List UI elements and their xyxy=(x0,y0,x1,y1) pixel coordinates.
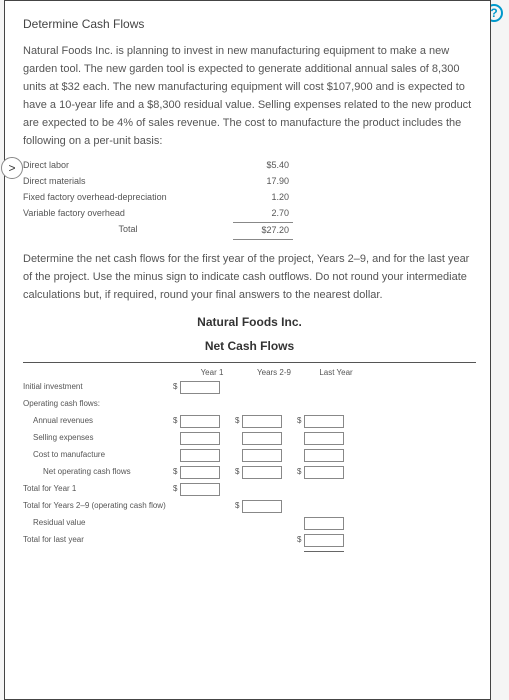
cost-label: Direct materials xyxy=(23,174,233,190)
row-label: Net operating cash flows xyxy=(23,466,173,478)
row-label: Initial investment xyxy=(23,381,173,393)
row-total-year1: Total for Year 1 $ xyxy=(23,481,476,498)
input-initial-y1[interactable] xyxy=(180,381,220,394)
page-title: Determine Cash Flows xyxy=(23,15,476,34)
row-total-last-year: Total for last year $ xyxy=(23,532,476,549)
cost-value: $5.40 xyxy=(233,158,293,174)
input-sell-y1[interactable] xyxy=(180,432,220,445)
unit-cost-table: Direct labor $5.40 Direct materials 17.9… xyxy=(23,158,476,240)
input-sell-y29[interactable] xyxy=(242,432,282,445)
input-residual[interactable] xyxy=(304,517,344,530)
col-year1: Year 1 xyxy=(181,367,243,379)
report-title: Net Cash Flows xyxy=(23,337,476,356)
next-chevron-button[interactable]: > xyxy=(1,157,23,179)
row-label: Residual value xyxy=(23,517,173,529)
row-operating-header: Operating cash flows: xyxy=(23,396,476,412)
cost-value: 1.20 xyxy=(233,190,293,206)
input-sell-last[interactable] xyxy=(304,432,344,445)
cost-value: 2.70 xyxy=(233,206,293,222)
content-frame: > Determine Cash Flows Natural Foods Inc… xyxy=(4,0,491,700)
row-initial-investment: Initial investment $ xyxy=(23,379,476,396)
input-cost-y1[interactable] xyxy=(180,449,220,462)
total-underline xyxy=(304,551,344,564)
problem-paragraph-1: Natural Foods Inc. is planning to invest… xyxy=(23,42,476,151)
row-underline xyxy=(23,549,476,566)
row-label: Total for Years 2–9 (operating cash flow… xyxy=(23,500,235,512)
input-rev-y29[interactable] xyxy=(242,415,282,428)
input-total-y29[interactable] xyxy=(242,500,282,513)
row-residual-value: Residual value xyxy=(23,515,476,532)
cost-value: 17.90 xyxy=(233,174,293,190)
input-cost-y29[interactable] xyxy=(242,449,282,462)
cost-label: Direct labor xyxy=(23,158,233,174)
cost-label: Variable factory overhead xyxy=(23,206,233,222)
row-label: Total for last year xyxy=(23,534,173,546)
input-netop-y29[interactable] xyxy=(242,466,282,479)
table-row: Variable factory overhead 2.70 xyxy=(23,206,476,222)
row-annual-revenues: Annual revenues $ $ $ xyxy=(23,413,476,430)
input-total-y1[interactable] xyxy=(180,483,220,496)
cash-flow-table: Year 1 Years 2-9 Last Year Initial inves… xyxy=(23,362,476,566)
row-net-operating: Net operating cash flows $ $ $ xyxy=(23,464,476,481)
cost-total-value: $27.20 xyxy=(233,222,293,240)
cash-flow-header: Year 1 Years 2-9 Last Year xyxy=(23,367,476,379)
row-label: Annual revenues xyxy=(23,415,173,427)
input-netop-last[interactable] xyxy=(304,466,344,479)
row-cost-manufacture: Cost to manufacture xyxy=(23,447,476,464)
col-years29: Years 2-9 xyxy=(243,367,305,379)
input-netop-y1[interactable] xyxy=(180,466,220,479)
content-area: Determine Cash Flows Natural Foods Inc. … xyxy=(5,1,490,580)
row-label: Operating cash flows: xyxy=(23,398,173,410)
col-lastyear: Last Year xyxy=(305,367,367,379)
row-label: Selling expenses xyxy=(23,432,173,444)
table-row: Direct materials 17.90 xyxy=(23,174,476,190)
input-rev-last[interactable] xyxy=(304,415,344,428)
row-label: Total for Year 1 xyxy=(23,483,173,495)
table-row: Direct labor $5.40 xyxy=(23,158,476,174)
row-total-years29: Total for Years 2–9 (operating cash flow… xyxy=(23,498,476,515)
row-selling-expenses: Selling expenses xyxy=(23,430,476,447)
input-cost-last[interactable] xyxy=(304,449,344,462)
cost-label: Fixed factory overhead-depreciation xyxy=(23,190,233,206)
divider xyxy=(23,362,476,363)
table-total-row: Total $27.20 xyxy=(23,222,476,240)
cost-total-label: Total xyxy=(23,222,233,240)
problem-paragraph-2: Determine the net cash flows for the fir… xyxy=(23,250,476,304)
input-total-last[interactable] xyxy=(304,534,344,547)
report-company: Natural Foods Inc. xyxy=(23,313,476,332)
table-row: Fixed factory overhead-depreciation 1.20 xyxy=(23,190,476,206)
row-label: Cost to manufacture xyxy=(23,449,173,461)
input-rev-y1[interactable] xyxy=(180,415,220,428)
